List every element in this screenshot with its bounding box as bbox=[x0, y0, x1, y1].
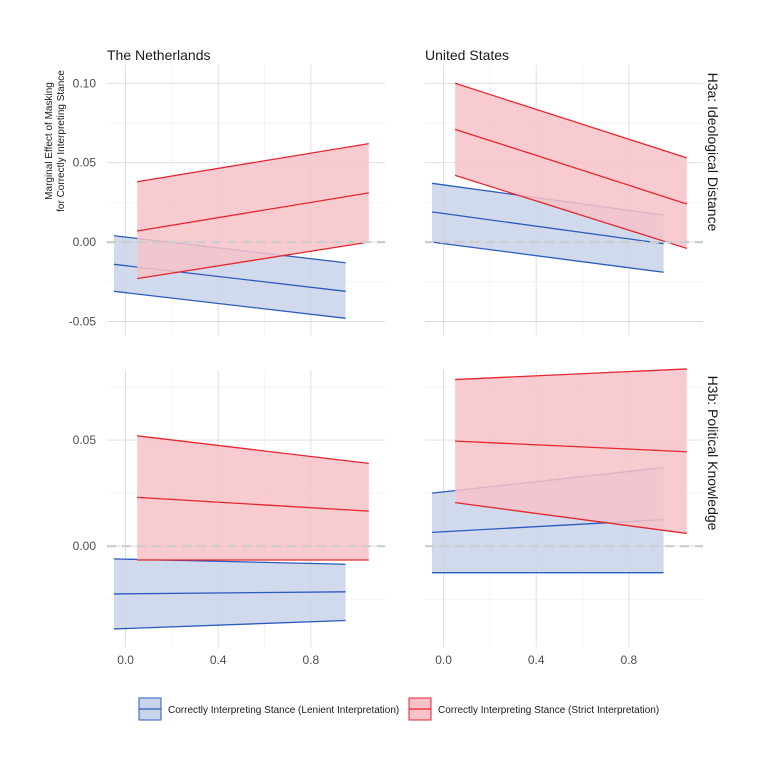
legend-item-strict: Correctly Interpreting Stance (Strict In… bbox=[408, 697, 659, 721]
lower-bound-line-lenient bbox=[113, 290, 346, 319]
y-tick-label: 0.10 bbox=[73, 76, 97, 90]
legend-label-lenient: Correctly Interpreting Stance (Lenient I… bbox=[168, 705, 399, 716]
upper-bound-line-strict bbox=[454, 82, 687, 159]
y-tick-label: 0.00 bbox=[73, 235, 97, 249]
legend: Correctly Interpreting Stance (Lenient I… bbox=[138, 697, 659, 721]
upper-bound-line-strict bbox=[137, 435, 369, 465]
estimate-line-strict bbox=[137, 496, 369, 512]
y-axis-title-line-1: Marginal Effect of Masking bbox=[44, 82, 55, 200]
ci-ribbon-strict bbox=[455, 368, 687, 534]
row-label-ideological-distance: H3a: Ideological Distance bbox=[705, 73, 721, 232]
y-tick-label: 0.05 bbox=[73, 433, 97, 447]
y-axis-title: Marginal Effect of Masking for Correctly… bbox=[44, 70, 67, 212]
ci-ribbon-strict bbox=[137, 143, 369, 279]
column-label-united-states: United States bbox=[425, 47, 509, 63]
estimate-line-strict bbox=[455, 440, 687, 453]
y-axis-title-line-2: for Correctly Interpreting Stance bbox=[56, 70, 67, 212]
legend-item-lenient: Correctly Interpreting Stance (Lenient I… bbox=[138, 697, 399, 721]
x-tick-label: 0.8 bbox=[621, 653, 638, 667]
panel-united-states-political-knowledge: 0.0 0.4 0.8 bbox=[425, 368, 703, 667]
panel-united-states-ideological-distance bbox=[425, 65, 703, 335]
legend-label-strict: Correctly Interpreting Stance (Strict In… bbox=[438, 705, 659, 716]
x-tick-label: 0.4 bbox=[210, 653, 227, 667]
lower-bound-line-strict bbox=[454, 174, 687, 250]
x-tick-label: 0.8 bbox=[303, 653, 320, 667]
y-tick-label: 0.00 bbox=[73, 539, 97, 553]
y-tick-label: 0.05 bbox=[73, 156, 97, 170]
lower-bound-line-strict bbox=[455, 502, 687, 535]
x-tick-label: 0.0 bbox=[435, 653, 452, 667]
x-tick-label: 0.4 bbox=[528, 653, 545, 667]
ci-ribbon-lenient bbox=[113, 558, 346, 629]
panel-netherlands-ideological-distance: -0.05 0.00 0.05 0.10 bbox=[69, 65, 385, 335]
lower-bound-line-lenient bbox=[113, 619, 346, 630]
estimate-line-lenient bbox=[431, 211, 664, 245]
ci-ribbon-strict bbox=[455, 83, 687, 249]
panel-netherlands-political-knowledge: 0.00 0.05 0.0 0.4 0.8 bbox=[73, 370, 385, 667]
estimate-line-lenient bbox=[113, 591, 346, 595]
column-label-netherlands: The Netherlands bbox=[107, 47, 211, 63]
row-label-political-knowledge: H3b: Political Knowledge bbox=[705, 376, 721, 531]
upper-bound-line-strict bbox=[137, 142, 369, 183]
upper-bound-line-strict bbox=[455, 368, 687, 381]
chart-panels: -0.05 0.00 0.05 0.10 0.00 0.05 0.0 0.4 0.8 0.0 0.4… bbox=[69, 65, 703, 667]
lower-bound-line-strict bbox=[137, 241, 369, 280]
y-tick-label: -0.05 bbox=[69, 315, 97, 329]
ci-ribbon-strict bbox=[137, 435, 369, 560]
x-tick-label: 0.0 bbox=[117, 653, 134, 667]
estimate-line-strict bbox=[454, 128, 687, 205]
estimate-line-strict bbox=[137, 192, 369, 232]
lower-bound-line-lenient bbox=[431, 241, 664, 273]
